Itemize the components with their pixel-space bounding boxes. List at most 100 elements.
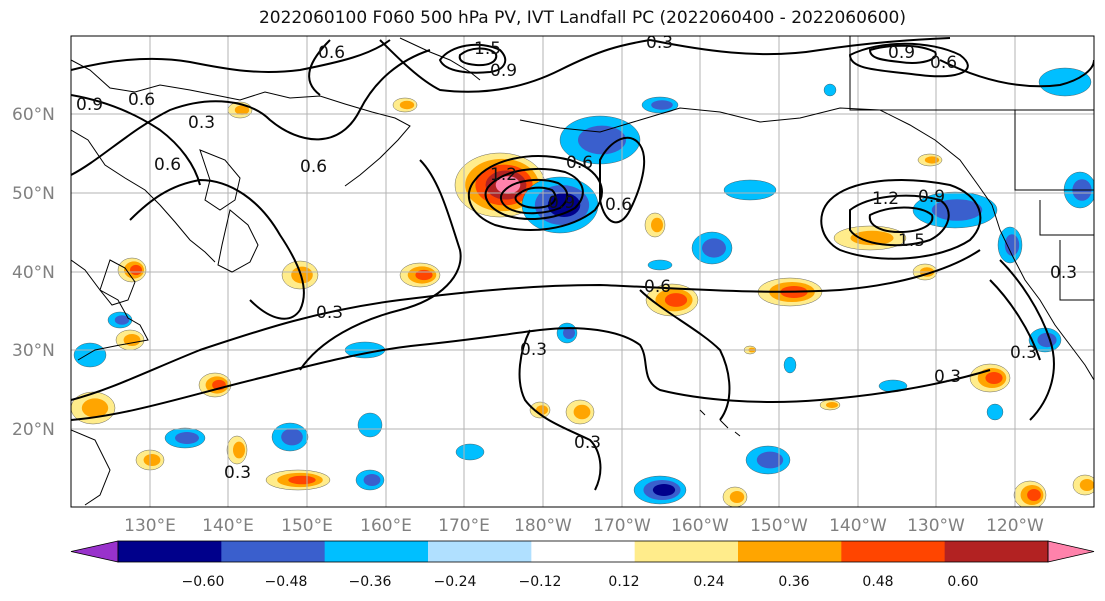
lon-label: 130°E (124, 516, 176, 536)
pc-shading-blob (729, 491, 745, 503)
pc-shading-blob (826, 402, 838, 408)
pc-shading-blob (756, 451, 784, 469)
colorbar-segment (118, 541, 222, 562)
lon-label: 160°E (360, 516, 412, 536)
contour-label: 0.9 (490, 61, 517, 81)
pc-shading-blob (924, 156, 940, 164)
lon-label: 170°W (593, 516, 651, 536)
lon-label: 170°E (438, 516, 490, 536)
contour-label: 0.3 (316, 303, 343, 323)
contour-label: 0.9 (548, 193, 575, 213)
pc-shading-blob (455, 443, 485, 461)
pc-shading-blob (850, 230, 894, 246)
pc-shading-blob (1027, 489, 1041, 501)
pc-shading-blob (81, 398, 109, 418)
colorbar-tick-label: −0.60 (182, 574, 225, 590)
lon-label: 130°W (907, 516, 965, 536)
pc-shading-blob (288, 475, 316, 485)
pc-shading-blob (1004, 234, 1020, 256)
contour-label: 0.3 (520, 340, 547, 360)
lon-label: 140°E (202, 516, 254, 536)
colorbar-tick-labels: −0.60 −0.48 −0.36 −0.24 −0.12 0.12 0.24 … (182, 574, 979, 590)
map-title: 2022060100 F060 500 hPa PV, IVT Landfall… (258, 8, 906, 28)
lon-label: 150°E (281, 516, 333, 536)
pc-shading-blob (986, 403, 1004, 421)
lat-label: 20°N (12, 420, 55, 440)
contour-label: 0.6 (566, 153, 593, 173)
colorbar-arrow-high (1047, 540, 1095, 563)
contour-label: 0.6 (644, 277, 671, 297)
pc-shading-blob (783, 356, 797, 374)
colorbar-tick-label: 0.48 (862, 574, 893, 590)
colorbar (70, 540, 1095, 563)
contour-label: 0.6 (318, 43, 345, 63)
pc-shading-blob (357, 412, 383, 438)
colorbar-tick-label: 0.36 (778, 574, 809, 590)
contour-label: 1.5 (474, 39, 501, 59)
pc-shading-blob (363, 474, 381, 486)
colorbar-arrow-low (70, 540, 119, 563)
pc-shading-blob (123, 334, 141, 346)
map-border (70, 35, 1095, 508)
colorbar-frame (117, 540, 1049, 563)
lon-label: 180°W (514, 516, 572, 536)
contour-label: 0.3 (934, 367, 961, 387)
contour-label: 0.3 (1050, 263, 1077, 283)
lat-label: 60°N (12, 105, 55, 125)
contour-label: 0.6 (605, 195, 632, 215)
lon-label: 120°W (986, 516, 1044, 536)
coastlines (71, 36, 1094, 506)
latitude-labels: 60°N 50°N 40°N 30°N 20°N (12, 105, 55, 440)
pc-shading-blob (399, 100, 415, 110)
contour-label: 0.6 (930, 53, 957, 73)
lat-label: 50°N (12, 184, 55, 204)
pc-shading-blob (281, 428, 303, 446)
pc-shading-blob (652, 484, 676, 496)
pc-shading-blob (234, 105, 250, 115)
colorbar-tick-label: −0.12 (519, 574, 562, 590)
pc-shading-blob (985, 372, 1003, 384)
pc-shading-blob (702, 238, 726, 258)
colorbar-tick-label: −0.48 (265, 574, 308, 590)
colorbar-segment (944, 541, 1049, 562)
pc-shading-blob (578, 125, 626, 155)
pc-shading-blob (1038, 67, 1092, 97)
pc-shading-blob (573, 404, 591, 420)
pc-shading-blob (647, 259, 673, 271)
pc-shading-blob (415, 269, 433, 281)
contour-label: 0.6 (300, 157, 327, 177)
lat-label: 40°N (12, 263, 55, 283)
pc-shading-blob (495, 176, 521, 194)
contour-label: 0.3 (1010, 343, 1037, 363)
contour-label: 0.6 (128, 90, 155, 110)
contour-label: 0.3 (574, 433, 601, 453)
colorbar-tick-label: 0.12 (608, 574, 639, 590)
lon-label: 160°W (671, 516, 729, 536)
colorbar-tick-label: 0.24 (693, 574, 724, 590)
pc-shading-blob (823, 83, 837, 97)
contour-label: 0.9 (918, 187, 945, 207)
pc-shading-blob (1037, 332, 1057, 348)
pc-shading-blob (73, 342, 107, 368)
pc-shading-blob (130, 264, 142, 276)
pv-contours (71, 37, 1094, 491)
contour-label: 0.3 (646, 33, 673, 53)
pc-shading-layer (71, 67, 1094, 507)
pc-shading-blob (563, 327, 575, 339)
colorbar-segment (738, 541, 842, 562)
colorbar-segment (531, 541, 636, 562)
colorbar-tick-label: −0.36 (349, 574, 392, 590)
pc-shading-blob (175, 432, 199, 444)
contour-labels: 0.6 0.9 0.3 0.6 0.6 0.6 0.3 1.5 0.9 0.3 … (76, 33, 1077, 483)
contour-label: 1.2 (490, 165, 517, 185)
colorbar-segment (841, 541, 946, 562)
contour-label: 0.9 (76, 95, 103, 115)
contour-label: 0.3 (224, 463, 251, 483)
lon-label: 140°W (829, 516, 887, 536)
pc-shading-blob (1079, 479, 1094, 491)
pc-shading-blob (723, 179, 777, 201)
colorbar-segment (221, 541, 326, 562)
colorbar-tick-label: −0.24 (434, 574, 477, 590)
pc-shading-blob (651, 217, 663, 233)
